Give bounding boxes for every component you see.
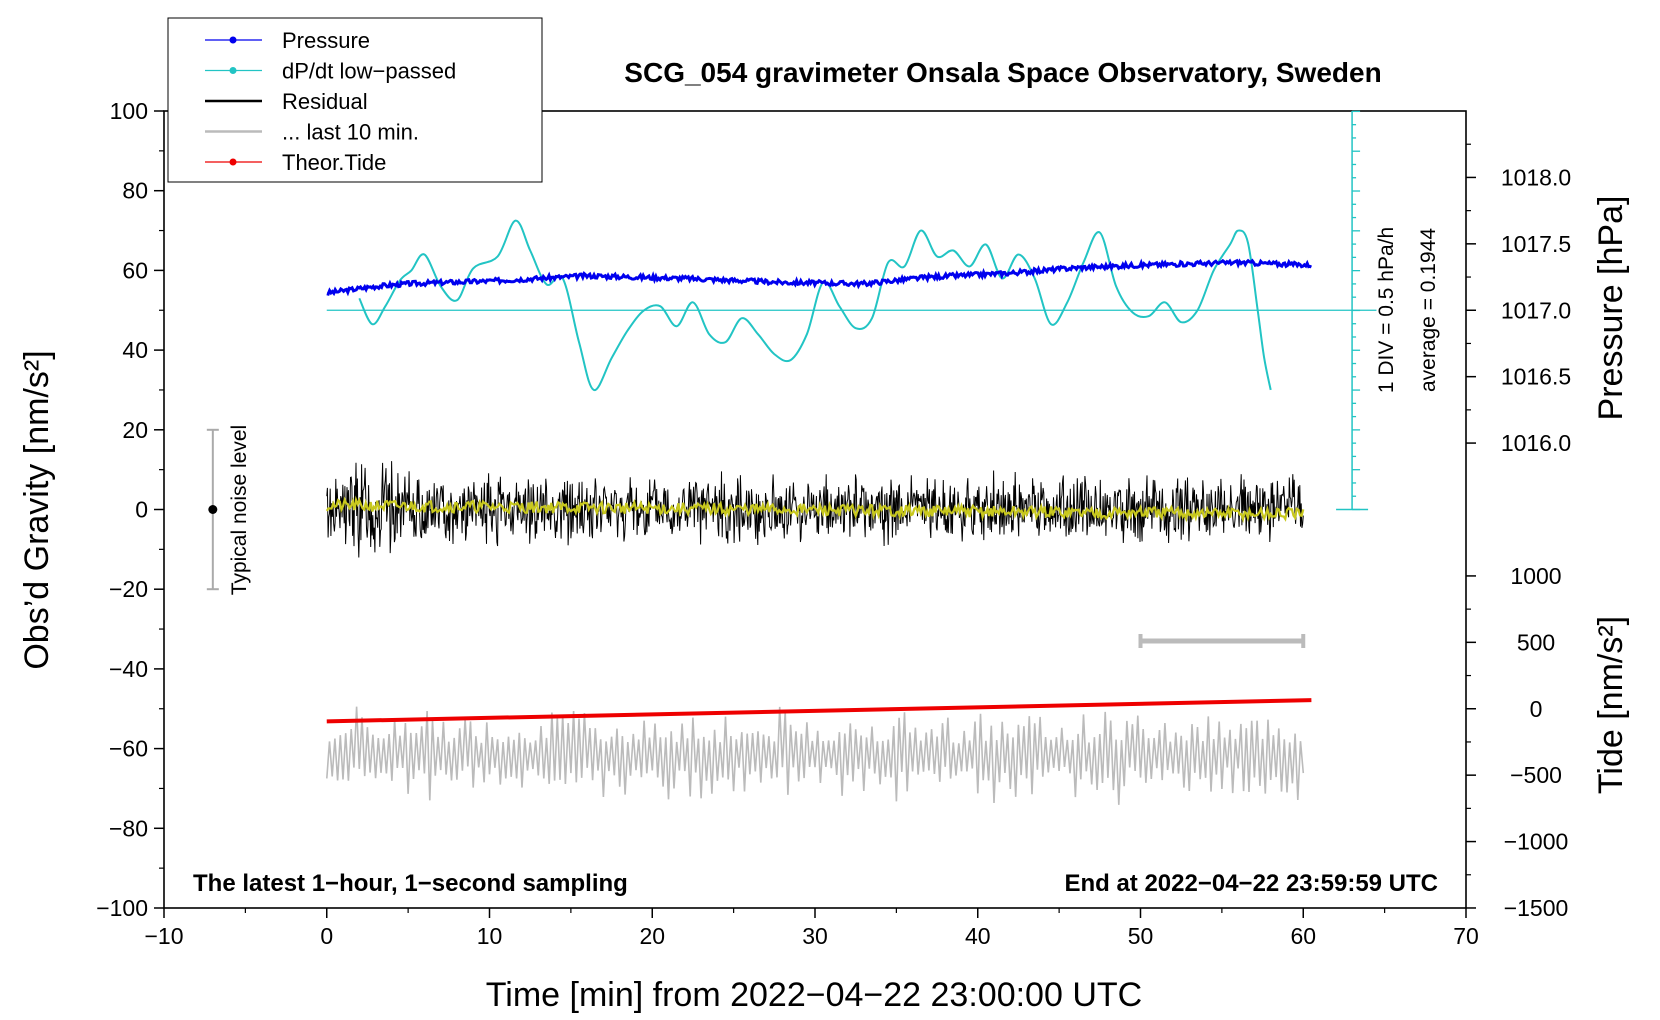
y-tick-label: −40 <box>109 656 148 682</box>
y-tick-label: −60 <box>109 736 148 762</box>
noise-bar-dot <box>208 505 218 514</box>
tide-line <box>326 698 1312 724</box>
x-tick-label: 0 <box>320 923 333 949</box>
y-tick-label: 20 <box>122 417 148 443</box>
legend-label: Residual <box>282 89 368 114</box>
y-tick-label: 100 <box>110 98 148 124</box>
dpdt-line <box>358 219 1272 391</box>
x-tick-label: 20 <box>639 923 665 949</box>
last10-line <box>326 706 1305 805</box>
pressure-tick-label: 1018.0 <box>1501 164 1571 190</box>
x-tick-label: 60 <box>1290 923 1316 949</box>
pressure-axis-label: Pressure [hPa] <box>1592 196 1630 421</box>
pressure-tick-label: 1016.5 <box>1501 364 1571 390</box>
legend-label: Pressure <box>282 28 370 53</box>
tide-tick-label: −1500 <box>1504 895 1569 921</box>
chart-title: SCG_054 gravimeter Onsala Space Observat… <box>624 57 1381 88</box>
x-axis-label: Time [min] from 2022−04−22 23:00:00 UTC <box>486 976 1142 1014</box>
legend-label: dP/dt low−passed <box>282 59 456 84</box>
x-tick-label: −10 <box>144 923 183 949</box>
legend-label: ... last 10 min. <box>282 120 419 145</box>
y-tick-label: −80 <box>109 815 148 841</box>
legend: Pressure dP/dt low−passed Residual ... last… <box>167 17 543 183</box>
tide-tick-label: 1000 <box>1510 563 1561 589</box>
residual-line <box>326 461 1304 558</box>
series-layer <box>325 219 1312 805</box>
noise-level-label: Typical noise level <box>228 425 251 595</box>
bottom-right-note: End at 2022−04−22 23:59:59 UTC <box>1064 870 1438 897</box>
legend-swatch-marker <box>229 67 237 74</box>
y-axis-label: Obs’d Gravity [nm/s²] <box>18 350 56 669</box>
y-tick-label: 80 <box>122 178 148 204</box>
y-tick-label: −20 <box>109 576 148 602</box>
tide-tick-label: 0 <box>1530 696 1543 722</box>
reference-lines <box>206 110 1377 649</box>
pressure-tick-label: 1017.0 <box>1501 297 1571 323</box>
x-tick-label: 50 <box>1128 923 1154 949</box>
bottom-left-note: The latest 1−hour, 1−second sampling <box>193 870 628 897</box>
y-tick-label: −100 <box>96 895 148 921</box>
tide-tick-label: 500 <box>1517 629 1555 655</box>
y-tick-label: 0 <box>135 497 148 523</box>
pressure-line <box>326 258 1312 297</box>
legend-swatch-marker <box>229 36 237 44</box>
tide-axis-label: Tide [nm/s²] <box>1592 616 1630 794</box>
legend-swatch-marker <box>229 158 237 166</box>
tide-tick-label: −1000 <box>1504 829 1569 855</box>
legend-label: Theor.Tide <box>282 150 386 175</box>
x-tick-label: 10 <box>477 923 503 949</box>
pressure-scale-label: 1 DIV = 0.5 hPa/h <box>1375 227 1398 393</box>
x-tick-label: 70 <box>1453 923 1479 949</box>
pressure-tick-label: 1016.0 <box>1501 430 1571 456</box>
y-tick-label: 60 <box>122 257 148 283</box>
legend-items: Pressure dP/dt low−passed Residual ... last… <box>205 28 456 175</box>
residual-smoothed-line <box>325 495 1305 524</box>
x-tick-label: 30 <box>802 923 828 949</box>
tide-tick-label: −500 <box>1510 762 1562 788</box>
pressure-tick-label: 1017.5 <box>1501 231 1571 257</box>
x-tick-label: 40 <box>965 923 991 949</box>
y-tick-label: 40 <box>122 337 148 363</box>
tick-layer: −10 0 10 20 30 40 50 60 70−100−80−60−40−20020406… <box>96 98 1571 949</box>
average-label: average = 0.1944 <box>1417 228 1440 392</box>
